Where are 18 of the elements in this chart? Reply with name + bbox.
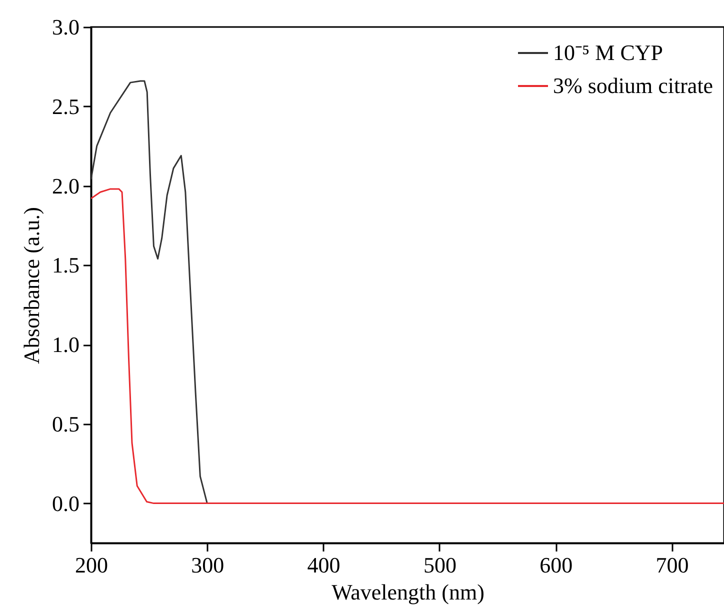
y-tick-label: 1.0 bbox=[52, 332, 80, 358]
y-tick-label: 2.0 bbox=[52, 173, 80, 198]
y-tick-label: 2.5 bbox=[52, 94, 80, 119]
y-tick-label: 1.5 bbox=[52, 252, 80, 278]
legend-label: 10⁻⁵ M CYP bbox=[553, 40, 664, 65]
x-tick-label: 700 bbox=[656, 552, 689, 578]
x-tick-label: 400 bbox=[307, 552, 340, 578]
legend-label: 3% sodium citrate bbox=[553, 73, 714, 98]
y-tick-label: 0.0 bbox=[52, 490, 80, 516]
x-axis-title: Wavelength (nm) bbox=[332, 580, 484, 604]
x-tick-label: 500 bbox=[423, 552, 456, 578]
y-tick-label: 0.5 bbox=[52, 411, 80, 436]
x-tick-label: 600 bbox=[540, 552, 573, 578]
line-series bbox=[91, 188, 724, 504]
y-axis-title: Absorbance (a.u.) bbox=[19, 207, 44, 364]
y-tick-label: 3.0 bbox=[52, 14, 80, 40]
x-tick-label: 300 bbox=[191, 552, 224, 578]
x-tick-label: 200 bbox=[75, 552, 108, 578]
